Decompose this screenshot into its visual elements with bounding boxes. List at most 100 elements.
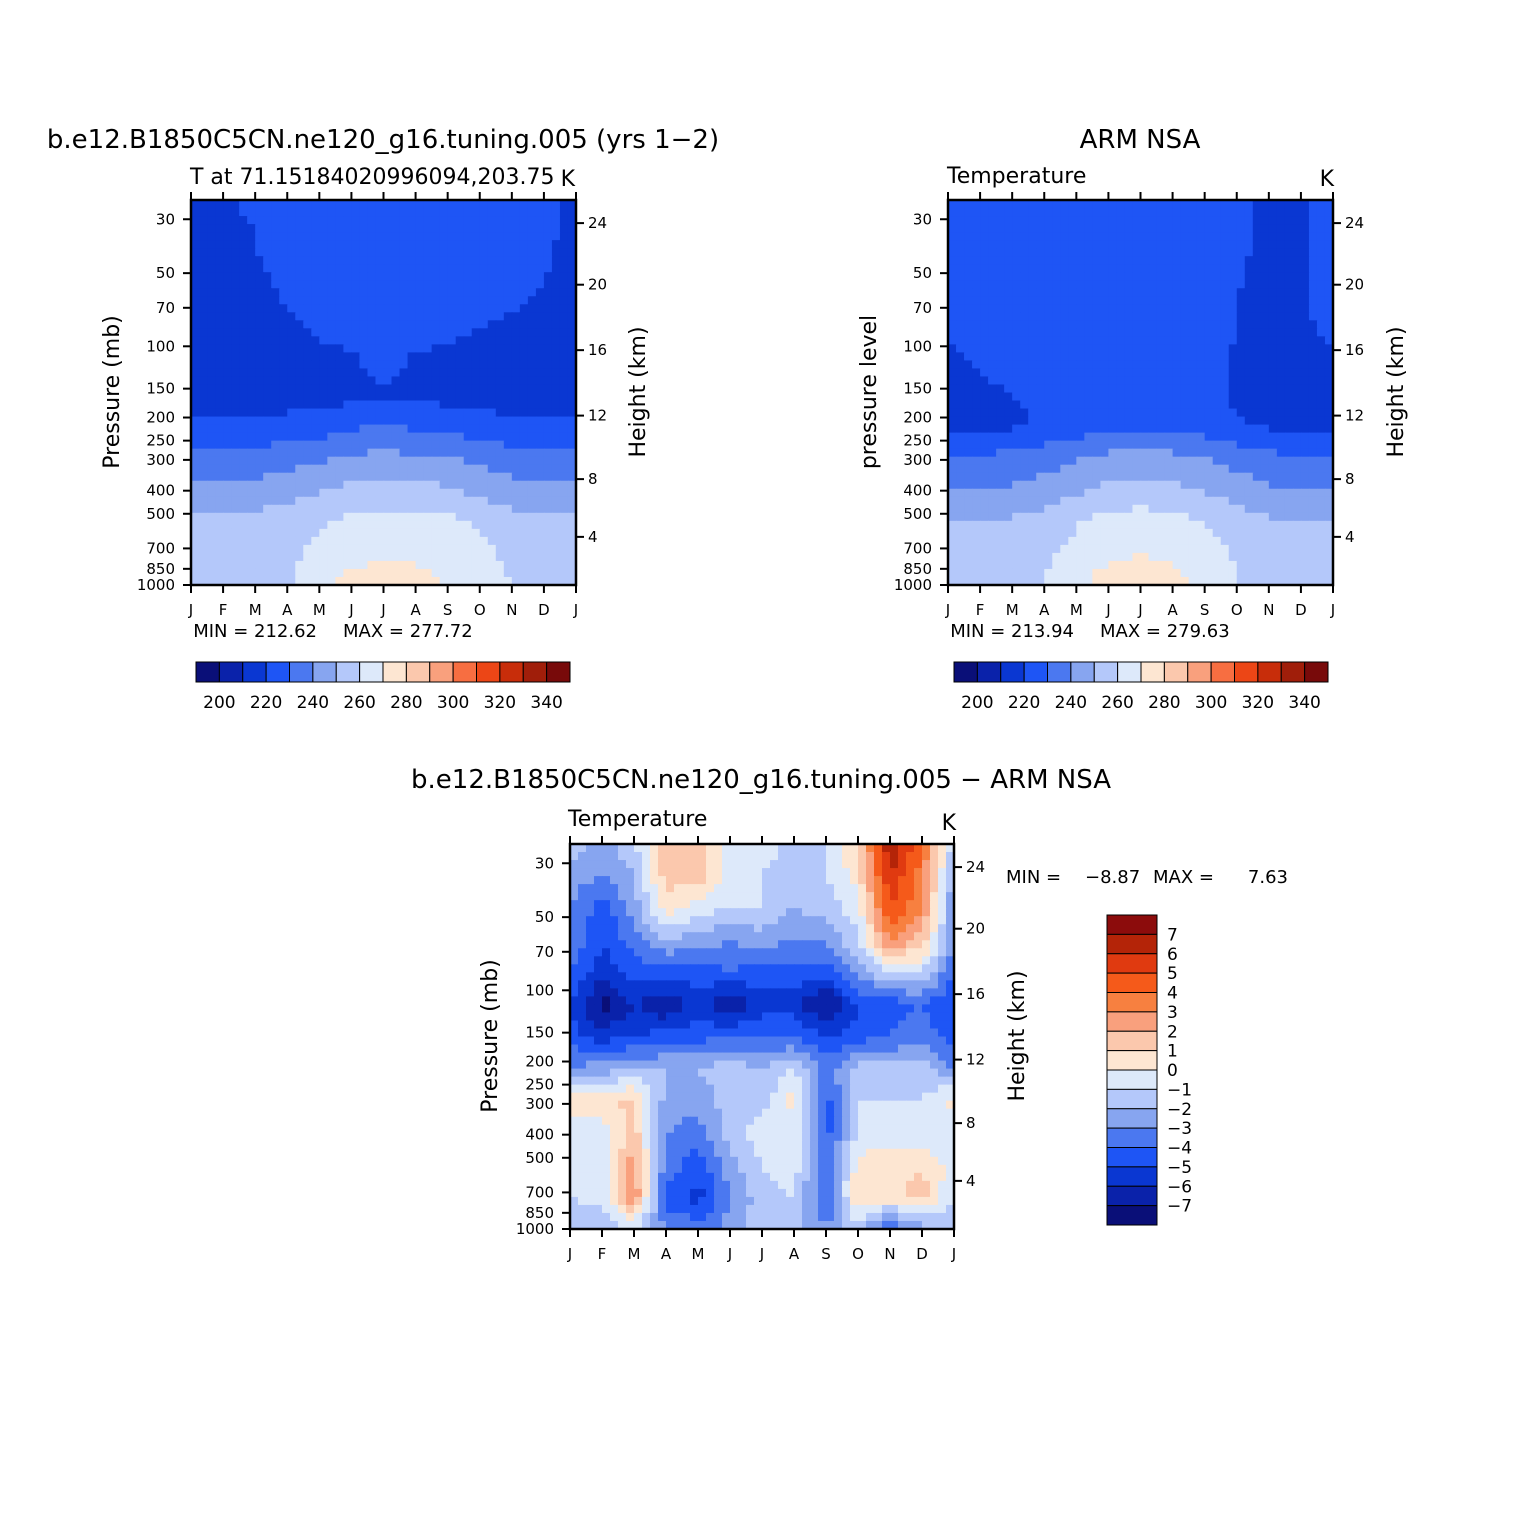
obs-contour-cell (1316, 456, 1326, 466)
model-contour-cell (439, 424, 449, 434)
model-contour-cell (535, 208, 545, 217)
obs-contour-cell (1220, 520, 1230, 530)
model-contour-cell (423, 280, 433, 289)
model-contour-cell (191, 320, 200, 329)
obs-contour-cell (1212, 568, 1222, 578)
obs-contour-cell (1164, 408, 1174, 418)
obs-contour-cell (1020, 248, 1029, 257)
model-contour-cell (311, 296, 320, 305)
model-colorbar-swatch (359, 661, 384, 683)
model-contour-cell (495, 472, 505, 482)
diff-contour-cell (602, 868, 611, 877)
model-contour-cell (567, 384, 577, 394)
model-contour-cell (311, 528, 320, 538)
model-contour-cell (231, 416, 240, 426)
obs-contour-cell (1092, 216, 1101, 225)
model-contour-cell (231, 232, 240, 241)
obs-contour-cell (1044, 480, 1053, 490)
obs-contour-cell (1228, 536, 1238, 546)
model-contour-cell (423, 232, 433, 241)
obs-contour-cell (1180, 232, 1190, 241)
model-contour-cell (415, 536, 425, 546)
model-contour-cell (431, 392, 441, 402)
diff-contour-cell (834, 844, 843, 853)
obs-contour-cell (1036, 448, 1045, 458)
model-contour-cell (519, 336, 529, 345)
model-contour-cell (295, 288, 304, 297)
model-contour-cell (343, 352, 353, 362)
model-contour-cell (399, 336, 409, 345)
obs-contour-cell (1300, 520, 1310, 530)
model-contour-cell (327, 384, 336, 394)
obs-contour-cell (948, 464, 957, 474)
model-contour-cell (311, 224, 320, 233)
model-contour-cell (191, 216, 200, 225)
obs-contour-cell (1132, 576, 1142, 586)
obs-y-tick-label: 400 (903, 482, 932, 500)
model-contour-cell (239, 480, 248, 490)
model-contour-cell (415, 376, 425, 386)
obs-contour-cell (980, 488, 989, 498)
obs-contour-cell (1084, 520, 1093, 530)
model-contour-cell (215, 328, 224, 337)
obs-contour-cell (1004, 560, 1013, 570)
obs-x-tick-label: J (945, 601, 950, 619)
model-contour-cell (527, 256, 537, 265)
obs-contour-cell (988, 232, 997, 241)
model-contour-cell (271, 400, 280, 410)
obs-contour-cell (1076, 216, 1085, 225)
model-contour-cell (415, 472, 425, 482)
model-contour-cell (359, 440, 369, 450)
model-contour-cell (431, 224, 441, 233)
model-contour-cell (279, 392, 288, 402)
obs-contour-cell (1228, 408, 1238, 418)
model-contour-cell (231, 456, 240, 466)
model-contour-cell (239, 272, 248, 281)
model-contour-cell (551, 440, 561, 450)
model-contour-cell (383, 504, 393, 514)
model-contour-cell (535, 360, 545, 370)
obs-contour-cell (1268, 576, 1278, 586)
model-contour-cell (303, 552, 312, 562)
model-contour-cell (295, 568, 304, 578)
obs-contour-cell (1020, 456, 1029, 466)
model-contour-cell (303, 360, 312, 370)
obs-contour-cell (1076, 560, 1085, 570)
obs-contour-cell (972, 432, 981, 442)
model-contour-cell (559, 464, 569, 474)
model-contour-cell (311, 400, 320, 410)
obs-contour-cell (1188, 328, 1198, 337)
obs-contour-cell (1228, 424, 1238, 434)
model-contour-cell (527, 544, 537, 554)
obs-contour-cell (1148, 224, 1158, 233)
obs-contour-cell (1276, 304, 1286, 313)
obs-contour-cell (1268, 240, 1278, 249)
model-contour-cell (367, 232, 377, 241)
obs-contour-cell (1036, 488, 1045, 498)
obs-contour-cell (972, 248, 981, 257)
obs-contour-cell (1236, 288, 1246, 297)
obs-contour-cell (1108, 216, 1118, 225)
model-contour-cell (319, 552, 328, 562)
obs-contour-cell (1004, 456, 1013, 466)
obs-contour-cell (1228, 480, 1238, 490)
obs-contour-cell (1228, 512, 1238, 522)
model-contour-cell (503, 360, 513, 370)
obs-contour-cell (1316, 304, 1326, 313)
obs-contour-cell (1308, 328, 1318, 337)
model-contour-cell (391, 480, 401, 490)
model-contour-cell (351, 512, 361, 522)
obs-contour-cell (1004, 304, 1013, 313)
obs-contour-cell (1084, 224, 1093, 233)
model-contour-cell (423, 272, 433, 281)
obs-colorbar-swatch (1047, 661, 1072, 683)
obs-contour-cell (1196, 424, 1206, 434)
obs-contour-cell (1188, 544, 1198, 554)
model-contour-cell (471, 328, 481, 337)
model-contour-cell (303, 448, 312, 458)
model-contour-cell (439, 520, 449, 530)
model-contour-cell (519, 424, 529, 434)
obs-contour-cell (1164, 504, 1174, 514)
model-contour-cell (543, 216, 553, 225)
model-contour-cell (231, 384, 240, 394)
